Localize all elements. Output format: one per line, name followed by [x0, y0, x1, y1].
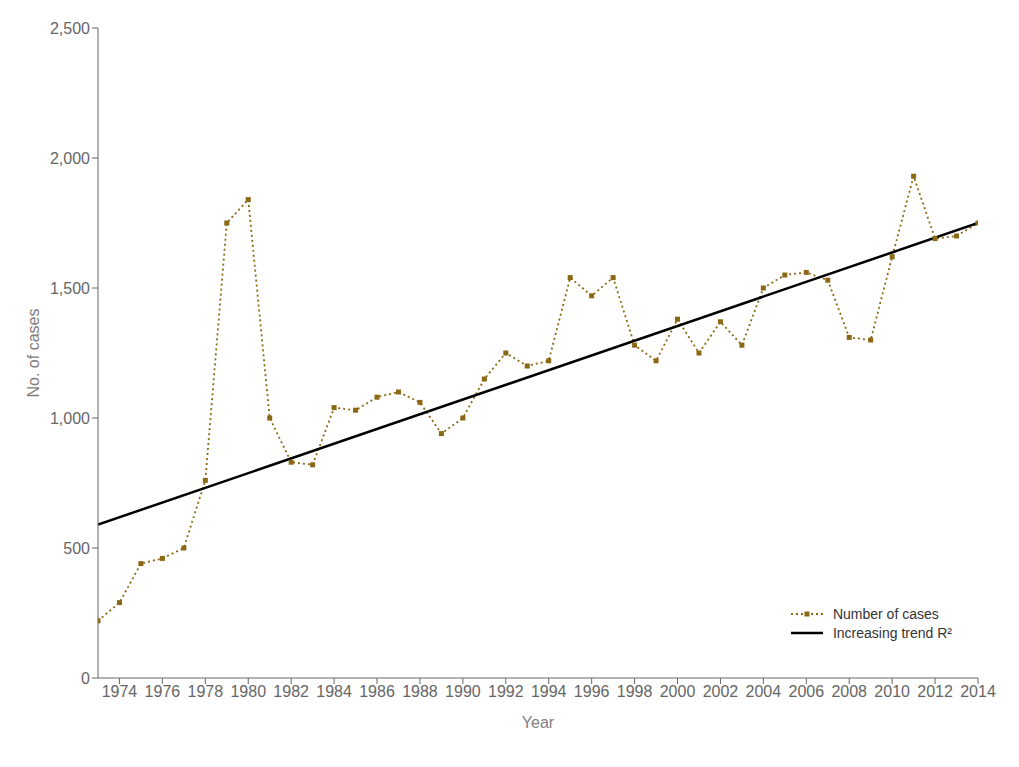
svg-text:1,000: 1,000	[50, 410, 90, 427]
svg-text:1990: 1990	[445, 683, 481, 700]
html-text:Number of cases: Number of cases	[832, 606, 939, 622]
svg-text:2006: 2006	[788, 683, 824, 700]
svg-text:1974: 1974	[102, 683, 138, 700]
svg-text:1994: 1994	[531, 683, 567, 700]
svg-text:1980: 1980	[230, 683, 266, 700]
html-text:Increasing trend R²: Increasing trend R²	[832, 625, 952, 641]
svg-text:1976: 1976	[145, 683, 181, 700]
svg-text:1982: 1982	[273, 683, 309, 700]
svg-text:2,000: 2,000	[50, 150, 90, 167]
svg-text:2008: 2008	[831, 683, 867, 700]
svg-text:2012: 2012	[917, 683, 953, 700]
svg-text:1986: 1986	[359, 683, 395, 700]
svg-text:500: 500	[63, 540, 90, 557]
svg-text:2004: 2004	[746, 683, 782, 700]
svg-text:2,500: 2,500	[50, 20, 90, 37]
svg-text:1988: 1988	[402, 683, 438, 700]
svg-text:2002: 2002	[703, 683, 739, 700]
svg-text:No. of cases: No. of cases	[25, 309, 42, 398]
svg-text:2010: 2010	[874, 683, 910, 700]
svg-text:1,500: 1,500	[50, 280, 90, 297]
svg-text:1992: 1992	[488, 683, 524, 700]
svg-text:0: 0	[81, 670, 90, 687]
svg-text:1996: 1996	[574, 683, 610, 700]
svg-text:2014: 2014	[960, 683, 996, 700]
svg-text:1978: 1978	[188, 683, 224, 700]
svg-text:Year: Year	[522, 714, 555, 731]
svg-text:1998: 1998	[617, 683, 653, 700]
svg-text:2000: 2000	[660, 683, 696, 700]
svg-text:1984: 1984	[316, 683, 352, 700]
